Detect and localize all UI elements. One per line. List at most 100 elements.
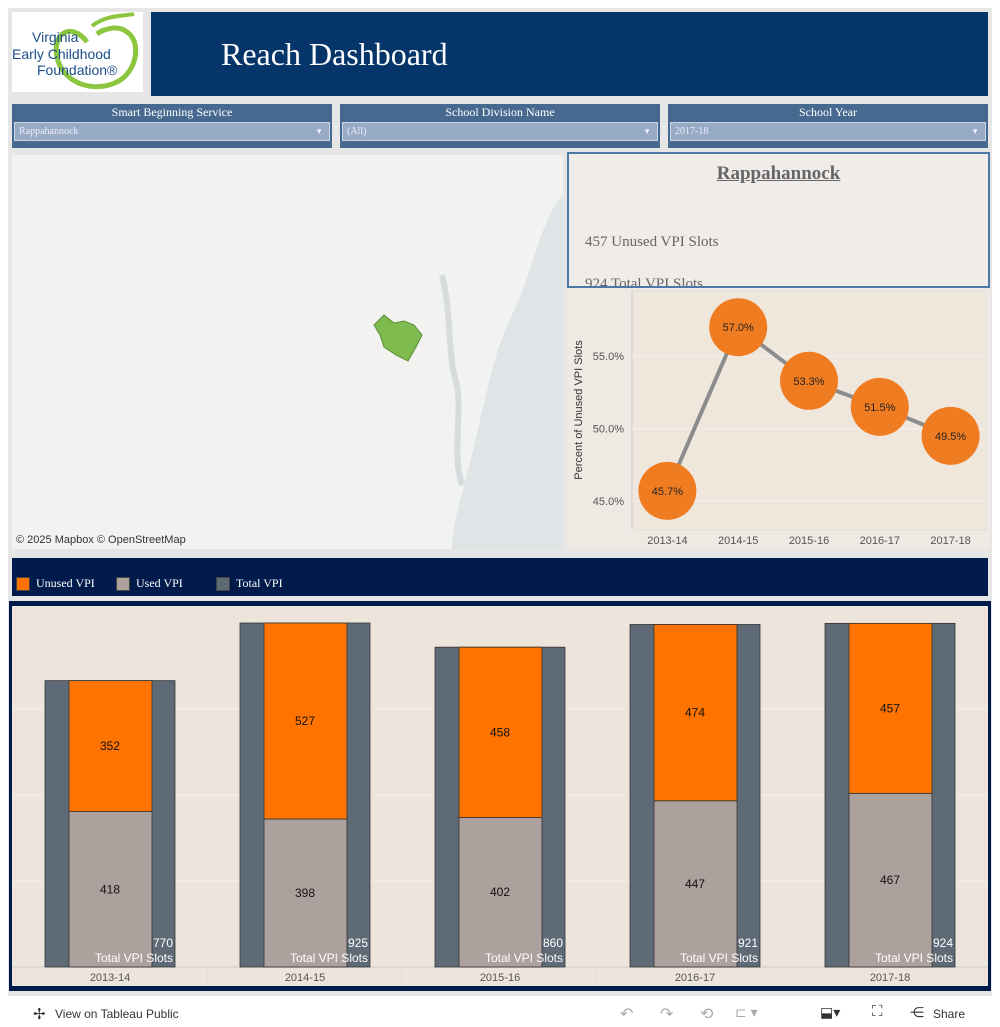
x-tick-label: 2015-16 [480, 972, 520, 984]
total-slots-text: 924 Total VPI Slots [585, 276, 704, 288]
revert-icon[interactable]: ⟲ [700, 1006, 714, 1023]
vecf-logo: Virginia Early Childhood Foundation® [12, 12, 143, 92]
x-tick-label: 2013-14 [90, 972, 130, 984]
refresh-icon[interactable]: ⊏ ▾ [735, 1004, 758, 1020]
chevron-down-icon: ▼ [971, 127, 979, 136]
total-slots-label: Total VPI Slots [485, 951, 563, 965]
total-slots-label: Total VPI Slots [875, 951, 953, 965]
unused-value-label: 458 [490, 725, 510, 739]
rappahannock-region[interactable] [373, 314, 423, 362]
data-point [709, 298, 768, 357]
unused-vpi-bar [68, 680, 153, 812]
total-value-label: 925 [348, 936, 368, 950]
fullscreen-icon[interactable]: ⛶ [872, 1003, 883, 1020]
view-on-tableau-link[interactable]: View on Tableau Public [55, 1007, 179, 1021]
chevron-down-icon: ▼ [315, 127, 323, 136]
data-point [780, 351, 838, 410]
x-tick-label: 2013-14 [647, 535, 687, 547]
used-value-label: 418 [100, 882, 120, 896]
data-point [921, 406, 980, 465]
share-icon[interactable]: ⋲ [910, 1004, 924, 1020]
unused-value-label: 352 [100, 739, 120, 753]
unused-slots-text: 457 Unused VPI Slots [585, 234, 719, 250]
map-attribution: © 2025 Mapbox © OpenStreetMap [16, 534, 186, 546]
data-label: 51.5% [864, 402, 895, 414]
legend-label: Total VPI [236, 576, 283, 590]
unused-value-label: 527 [295, 714, 315, 728]
used-value-label: 398 [295, 886, 315, 900]
legend-unused-vpi: Unused VPI [16, 576, 95, 591]
used-value-label: 467 [880, 873, 900, 887]
summary-card: Rappahannock 457 Unused VPI Slots 924 To… [567, 152, 990, 288]
unused-swatch [16, 576, 30, 591]
x-tick-label: 2016-17 [860, 535, 900, 547]
used-vpi-bar [458, 817, 543, 968]
y-tick-label: 50.0% [593, 424, 624, 436]
filter-school-division-name: School Division Name (All) ▼ [340, 104, 660, 148]
used-vpi-bar [848, 792, 933, 968]
data-point [850, 377, 909, 436]
dropdown-value: (All) [347, 126, 367, 137]
page-title: Reach Dashboard [151, 12, 988, 96]
svg-text:Virginia: Virginia [32, 29, 79, 45]
legend-label: Unused VPI [36, 576, 95, 590]
filter-smart-beginning-service: Smart Beginning Service Rappahannock ▼ [12, 104, 332, 148]
download-icon[interactable]: ⬓▾ [820, 1004, 841, 1020]
tableau-logo-icon: ✢ [33, 1006, 46, 1023]
used-vpi-bar [263, 818, 348, 968]
data-point [638, 461, 697, 520]
summary-title: Rappahannock [716, 163, 841, 184]
data-label: 45.7% [652, 486, 683, 498]
x-tick-label: 2017-18 [930, 535, 970, 547]
tableau-toolbar: ✢ View on Tableau Public ↶ ↷ ⟲ ⊏ ▾ ⬓▾ ⛶ … [0, 1000, 1000, 1027]
filter-label: School Year [798, 105, 857, 119]
unused-vpi-bar [263, 622, 348, 820]
smart-beginning-service-dropdown[interactable]: Rappahannock ▼ [14, 122, 330, 141]
data-label: 57.0% [723, 322, 754, 334]
school-division-dropdown[interactable]: (All) ▼ [342, 122, 658, 141]
x-tick-label: 2014-15 [718, 535, 758, 547]
svg-text:Early Childhood: Early Childhood [12, 46, 111, 62]
unused-value-label: 457 [880, 701, 900, 715]
dropdown-value: 2017-18 [675, 126, 709, 137]
total-value-label: 770 [153, 936, 173, 950]
legend-bar: Unused VPI Used VPI Total VPI [12, 558, 988, 596]
legend-used-vpi: Used VPI [116, 576, 183, 591]
unused-vpi-bar [848, 622, 933, 794]
y-axis-title: Percent of Unused VPI Slots [573, 340, 585, 480]
school-year-dropdown[interactable]: 2017-18 ▼ [670, 122, 986, 141]
share-button[interactable]: Share [933, 1007, 966, 1021]
x-tick-label: 2014-15 [285, 972, 325, 984]
unused-vpi-bar [458, 646, 543, 818]
total-slots-label: Total VPI Slots [95, 951, 173, 965]
total-slots-label: Total VPI Slots [680, 951, 758, 965]
total-value-label: 921 [738, 936, 758, 950]
used-value-label: 402 [490, 885, 510, 899]
data-label: 49.5% [935, 431, 966, 443]
region-map[interactable] [12, 155, 563, 549]
used-swatch [116, 576, 130, 591]
data-label: 53.3% [793, 376, 824, 388]
total-slots-label: Total VPI Slots [290, 951, 368, 965]
dropdown-value: Rappahannock [19, 126, 79, 137]
used-value-label: 447 [685, 877, 705, 891]
svg-text:Foundation®: Foundation® [37, 62, 118, 78]
redo-icon[interactable]: ↷ [660, 1006, 674, 1023]
filter-label: Smart Beginning Service [111, 105, 233, 119]
unused-value-label: 474 [685, 706, 705, 720]
y-tick-label: 55.0% [593, 351, 624, 363]
x-tick-label: 2016-17 [675, 972, 715, 984]
unused-vpi-bar [653, 624, 738, 802]
percent-unused-line-chart: Percent of Unused VPI Slots 45.0% 50.0% 55… [567, 288, 990, 550]
vpi-bar-chart-frame: 352 418 770 Total VPI Slots 2013-14 527 398 925… [9, 601, 991, 991]
x-tick-label: 2017-18 [870, 972, 910, 984]
legend-label: Used VPI [136, 576, 183, 590]
filter-label: School Division Name [445, 105, 555, 119]
total-swatch [216, 576, 230, 591]
undo-icon[interactable]: ↶ [620, 1006, 634, 1023]
used-vpi-bar [653, 800, 738, 968]
x-tick-label: 2015-16 [789, 535, 829, 547]
legend-total-vpi: Total VPI [216, 576, 283, 591]
total-value-label: 860 [543, 936, 563, 950]
